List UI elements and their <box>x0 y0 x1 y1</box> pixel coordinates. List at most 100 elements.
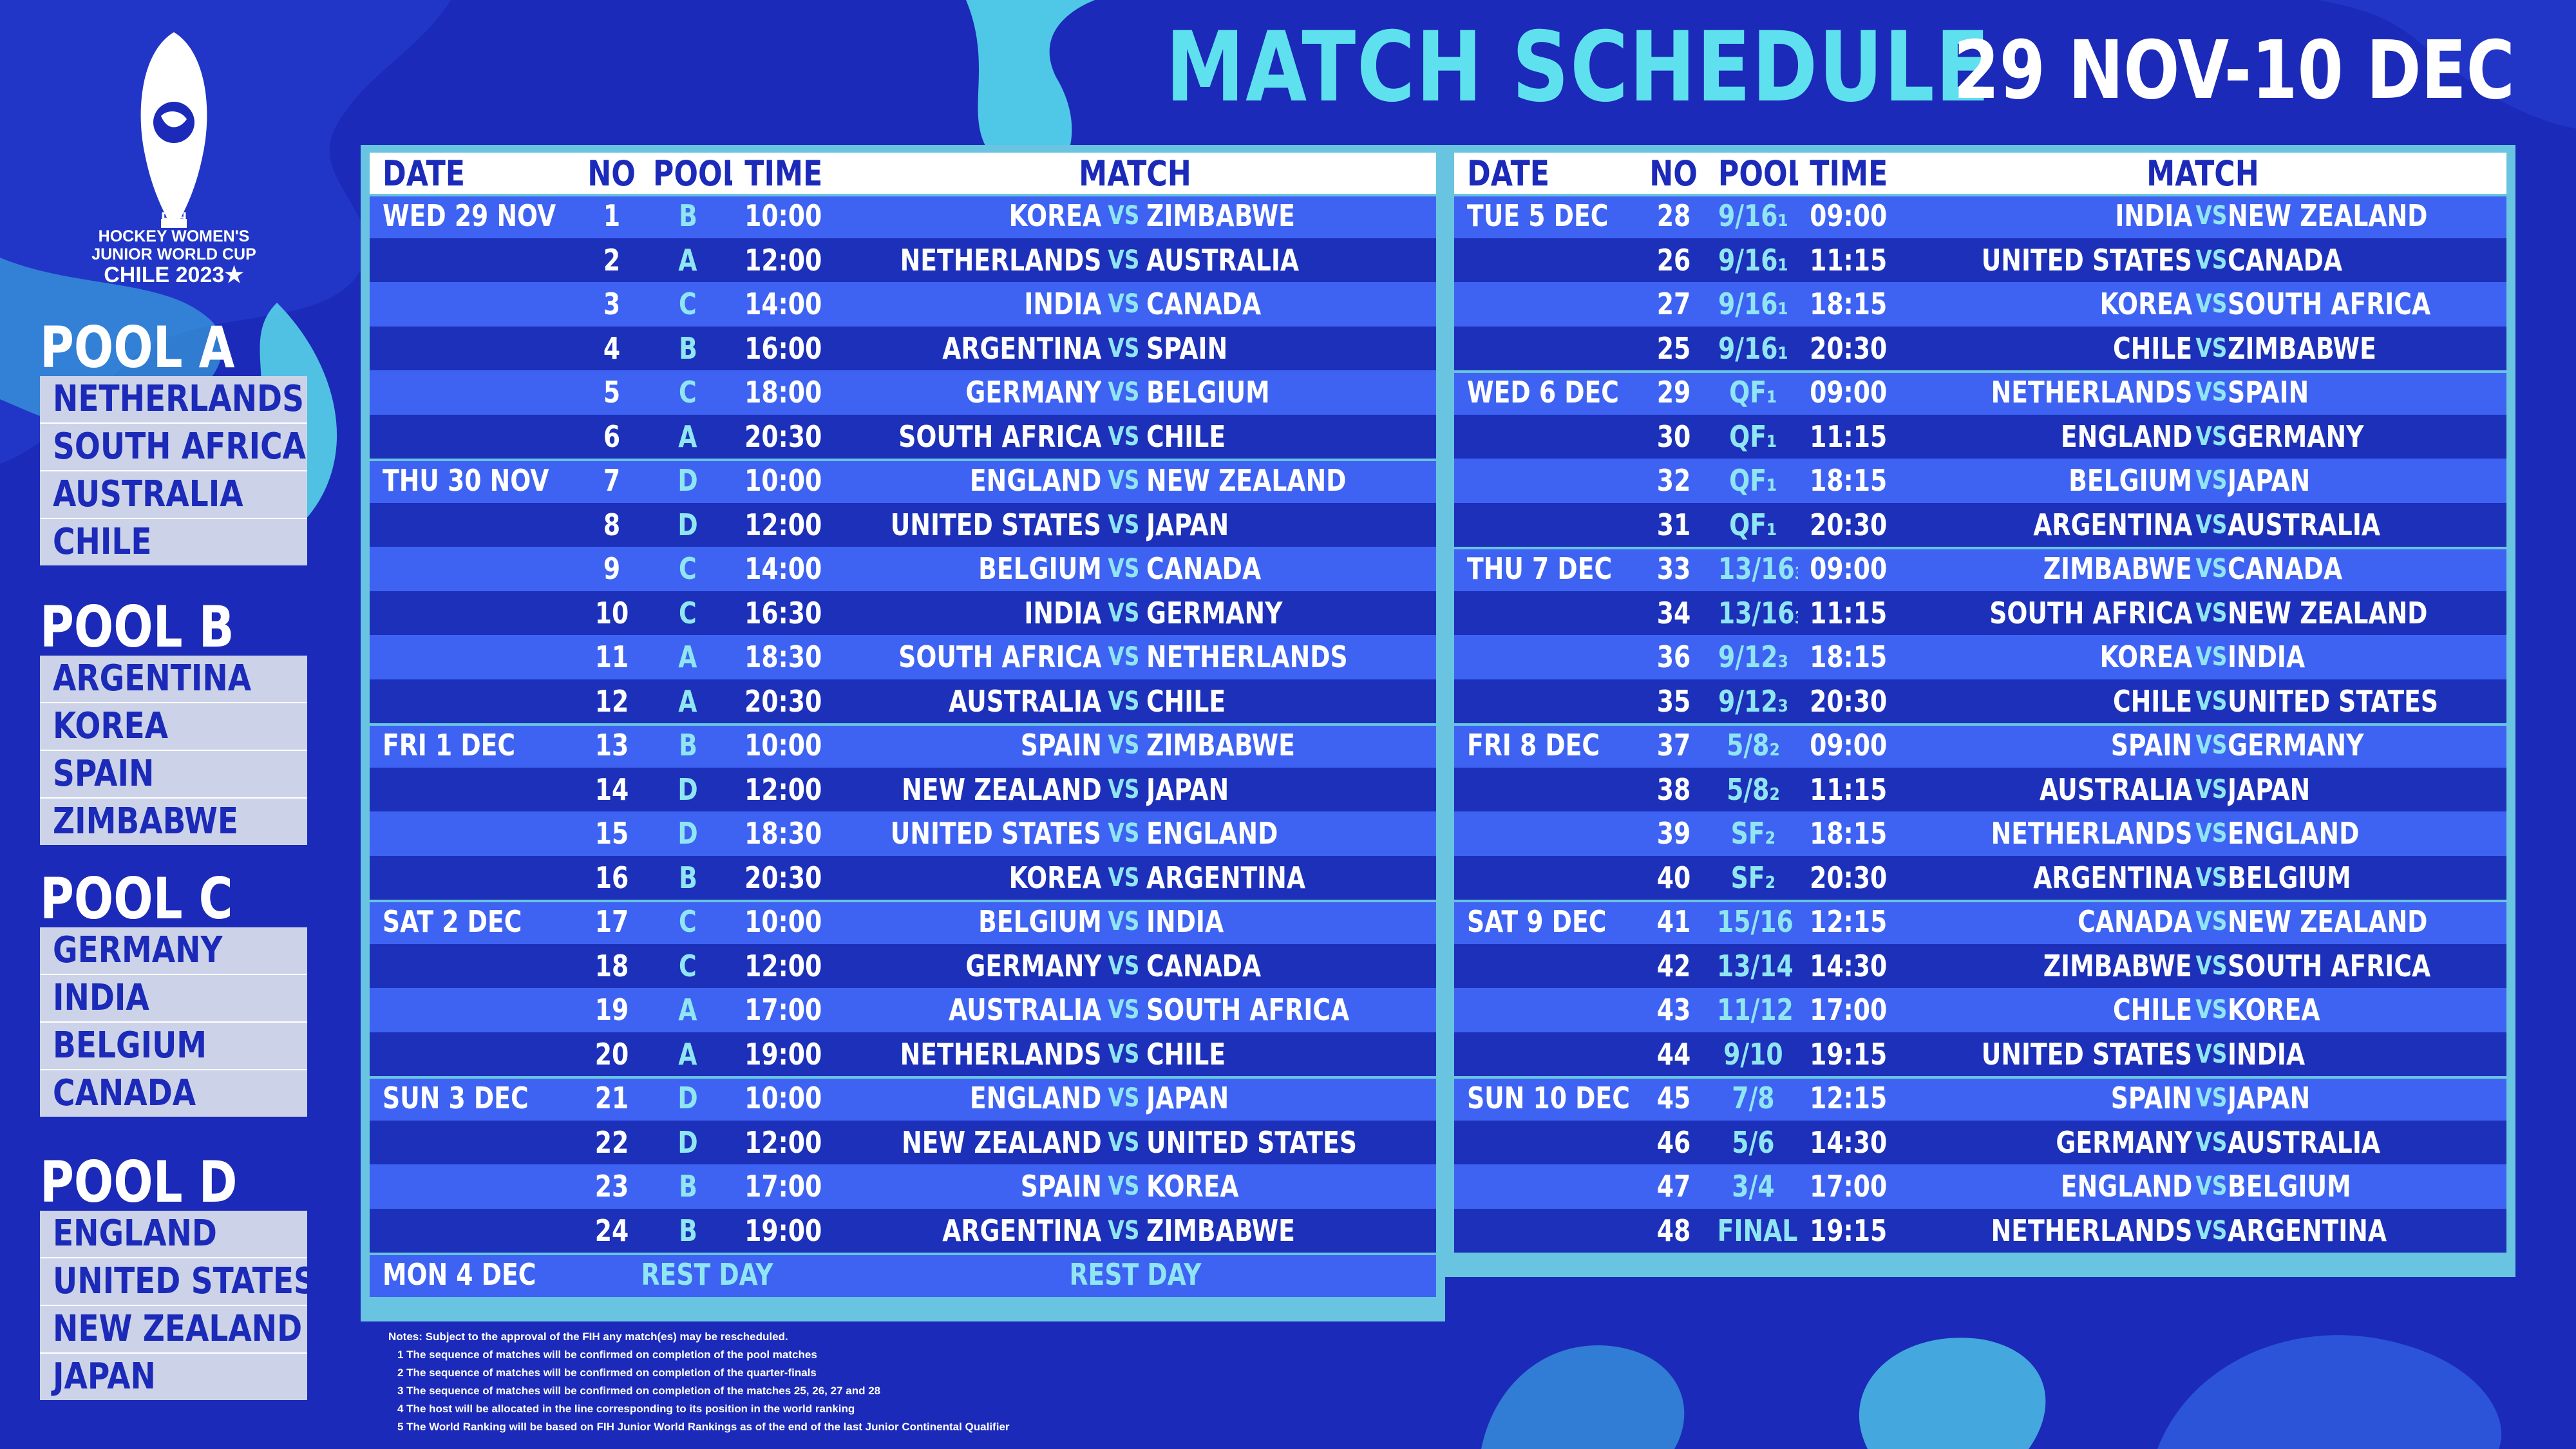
match-number: 17 <box>594 904 629 940</box>
home-team: UNITED STATES <box>891 507 1102 542</box>
home-team: AUSTRALIA <box>2039 772 2193 807</box>
match-pool: 11/12 <box>1717 992 1794 1028</box>
table-row: 14 D 12:00 NEW ZEALAND VS JAPAN <box>370 767 1436 811</box>
away-team: KOREA <box>1146 1169 1239 1204</box>
away-team: SPAIN <box>2228 375 2309 410</box>
match-pool: A <box>678 639 697 675</box>
vs-label: VS <box>1108 730 1140 761</box>
match-time: 09:00 <box>1810 728 1888 763</box>
away-team: CANADA <box>1146 948 1261 983</box>
table-row: TUE 5 DEC 28 9/16₁ 09:00 INDIA VS NEW ZEALAND <box>1454 194 2506 238</box>
match-time: 18:30 <box>744 816 822 851</box>
vs-label: VS <box>1108 421 1140 451</box>
pool-team-list: NETHERLANDS SOUTH AFRICA AUSTRALIA CHILE <box>40 376 307 565</box>
match-time: 09:00 <box>1810 551 1888 587</box>
table-row: 26 9/16₁ 11:15 UNITED STATES VS CANADA <box>1454 238 2506 282</box>
table-row: 31 QF₁ 20:30 ARGENTINA VS AUSTRALIA <box>1454 502 2506 547</box>
match-time: 20:30 <box>744 860 822 895</box>
match-time: 10:00 <box>744 1081 822 1116</box>
header-pool: POOL <box>1718 153 1798 194</box>
home-team: SPAIN <box>2110 728 2193 763</box>
match-pool: B <box>678 330 697 366</box>
vs-label: VS <box>1108 333 1140 363</box>
match-time: 18:15 <box>1810 463 1888 498</box>
match-time: 14:30 <box>1810 948 1888 983</box>
match-number: 39 <box>1656 816 1691 851</box>
away-team: ENGLAND <box>2228 816 2360 851</box>
match-time: 10:00 <box>744 463 822 498</box>
home-team: ZIMBABWE <box>2043 948 2193 983</box>
away-team: SPAIN <box>1146 330 1227 366</box>
match-pool: C <box>679 595 697 630</box>
page-title: MATCH SCHEDULE <box>1166 12 1991 124</box>
match-pool: C <box>679 948 697 983</box>
vs-label: VS <box>2195 245 2228 275</box>
match-pool: D <box>677 463 698 498</box>
match-number: 2 <box>603 242 620 278</box>
table-row: 15 D 18:30 UNITED STATES VS ENGLAND <box>370 811 1436 856</box>
table-row: 35 9/12₃ 20:30 CHILE VS UNITED STATES <box>1454 679 2506 723</box>
match-time: 17:00 <box>744 992 822 1028</box>
pool-c: POOL C GERMANY INDIA BELGIUM CANADA <box>40 871 307 1117</box>
match-pool: 5/6 <box>1732 1124 1775 1160</box>
match-number: 38 <box>1656 772 1691 807</box>
table-row: 19 A 17:00 AUSTRALIA VS SOUTH AFRICA <box>370 988 1436 1032</box>
match-time: 19:15 <box>1810 1036 1888 1072</box>
match-number: 4 <box>603 330 620 366</box>
match-pool: A <box>678 1036 697 1072</box>
table-row: WED 6 DEC 29 QF₁ 09:00 NETHERLANDS VS SPAIN <box>1454 370 2506 415</box>
table-header: DATE NO POOL TIME MATCH <box>370 153 1436 194</box>
match-pool: C <box>679 551 697 587</box>
match-date: FRI 8 DEC <box>1467 728 1600 763</box>
match-pool: 9/16₁ <box>1718 242 1789 278</box>
table-body: TUE 5 DEC 28 9/16₁ 09:00 INDIA VS NEW ZEALAND 2… <box>1454 194 2506 1253</box>
match-time: 12:15 <box>1810 904 1888 940</box>
home-team: ENGLAND <box>969 1081 1102 1116</box>
match-pool: 5/8₂ <box>1727 772 1780 807</box>
table-row: 27 9/16₁ 18:15 KOREA VS SOUTH AFRICA <box>1454 282 2506 327</box>
header-pool: POOL <box>652 153 733 194</box>
vs-label: VS <box>2195 377 2228 408</box>
match-pool: 13/14 <box>1717 948 1794 983</box>
table-row: THU 30 NOV 7 D 10:00 ENGLAND VS NEW ZEALAND <box>370 459 1436 503</box>
header-date: DATE <box>1467 153 1550 194</box>
pool-team: CANADA <box>53 1072 196 1114</box>
home-team: SOUTH AFRICA <box>1989 595 2193 630</box>
vs-label: VS <box>1108 1083 1140 1113</box>
away-team: AUSTRALIA <box>2228 1124 2381 1160</box>
away-team: CANADA <box>2228 551 2343 587</box>
home-team: KOREA <box>2099 639 2193 675</box>
match-number: 37 <box>1656 728 1691 763</box>
away-team: CANADA <box>2228 242 2343 278</box>
pool-team: SOUTH AFRICA <box>40 424 307 471</box>
match-number: 47 <box>1656 1169 1691 1204</box>
pool-title: POOL B <box>40 594 234 660</box>
match-number: 40 <box>1656 860 1691 895</box>
match-pool: SF₂ <box>1730 816 1776 851</box>
table-row: 43 11/12 17:00 CHILE VS KOREA <box>1454 988 2506 1032</box>
table-row: 46 5/6 14:30 GERMANY VS AUSTRALIA <box>1454 1120 2506 1164</box>
vs-label: VS <box>2195 951 2228 981</box>
table-row: 18 C 12:00 GERMANY VS CANADA <box>370 943 1436 988</box>
home-team: NETHERLANDS <box>900 242 1102 278</box>
match-pool: D <box>677 1081 698 1116</box>
match-number: 34 <box>1656 595 1691 630</box>
match-number: 45 <box>1656 1081 1691 1116</box>
pool-team: ZIMBABWE <box>53 800 238 842</box>
vs-label: VS <box>2195 862 2228 893</box>
vs-label: VS <box>1108 245 1140 275</box>
vs-label: VS <box>2195 642 2228 672</box>
match-pool: D <box>677 772 698 807</box>
pool-team: SPAIN <box>40 751 307 799</box>
match-time: 17:00 <box>1810 992 1888 1028</box>
match-number: 13 <box>594 728 629 763</box>
away-team: UNITED STATES <box>1146 1124 1357 1160</box>
match-number: 25 <box>1656 330 1691 366</box>
table-row: 11 A 18:30 SOUTH AFRICA VS NETHERLANDS <box>370 635 1436 679</box>
match-time: 14:00 <box>744 287 822 322</box>
away-team: NETHERLANDS <box>1146 639 1348 675</box>
match-pool: 9/16₁ <box>1718 198 1789 234</box>
header-no: NO <box>1649 153 1698 194</box>
vs-label: VS <box>2195 1127 2228 1157</box>
pool-team-list: ARGENTINA KOREA SPAIN ZIMBABWE <box>40 656 307 845</box>
